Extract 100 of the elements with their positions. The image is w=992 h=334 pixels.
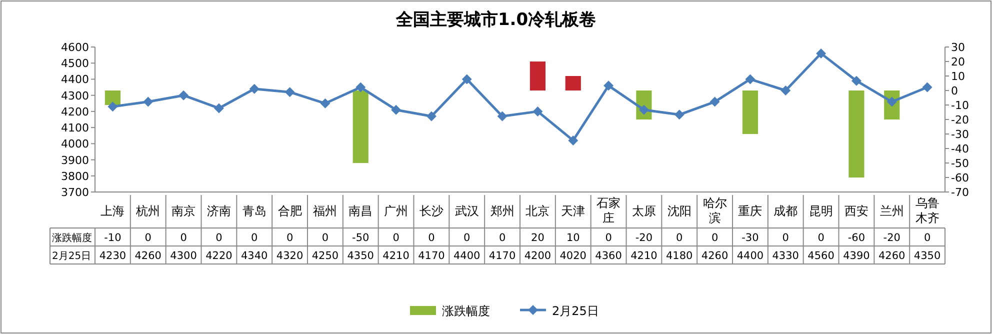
x-tick-label: 西安 — [844, 204, 868, 218]
x-tick-label: 武汉 — [454, 204, 479, 218]
x-tick-label: 福州 — [313, 204, 338, 218]
data-label: 0 — [216, 232, 222, 244]
data-label: 4230 — [99, 250, 126, 262]
point — [816, 48, 826, 58]
x-tick-label: 青岛 — [242, 204, 266, 218]
x-tick-label: 南京 — [172, 204, 196, 218]
data-label: 4350 — [914, 250, 941, 262]
data-label: 0 — [498, 232, 506, 244]
data-label: -20 — [635, 232, 653, 244]
point — [604, 80, 614, 91]
data-label: 20 — [531, 232, 544, 244]
point — [497, 111, 508, 122]
point — [710, 96, 720, 107]
point — [780, 86, 791, 96]
x-tick-label: 长沙 — [419, 204, 444, 218]
y2-tick-label: -20 — [951, 114, 969, 126]
point — [426, 111, 436, 122]
x-tick-label: 兰州 — [880, 204, 904, 218]
point — [214, 103, 224, 114]
y2-tick-label: -50 — [951, 157, 969, 170]
y-tick-label: 4100 — [61, 122, 89, 135]
x-tick-label: 济南 — [206, 204, 231, 218]
bar — [352, 90, 368, 163]
data-label: 0 — [782, 232, 789, 244]
data-label: 4260 — [878, 250, 906, 262]
data-label: 4250 — [312, 250, 339, 262]
point — [922, 82, 932, 92]
y2-tick-label: 0 — [951, 84, 958, 98]
bar — [742, 90, 758, 134]
data-label: -10 — [104, 232, 122, 244]
point — [284, 87, 295, 98]
y2-tick-label: 10 — [951, 70, 965, 83]
x-tick-label: 上海 — [100, 204, 125, 218]
x-tick-label: 合肥 — [278, 204, 302, 218]
data-label: -60 — [848, 232, 866, 244]
point — [320, 98, 330, 108]
x-tick-label: 重庆 — [738, 204, 762, 218]
y-tick-label: 4600 — [61, 41, 89, 54]
x-tick-label: 乌鲁木齐 — [915, 196, 940, 225]
x-tick-label: 昆明 — [809, 204, 834, 218]
point — [249, 84, 260, 94]
data-label: 4260 — [134, 250, 162, 262]
data-label: 4180 — [666, 250, 693, 262]
data-label: 0 — [322, 232, 329, 244]
x-tick-label: 杭州 — [135, 204, 160, 218]
data-label: 4560 — [808, 250, 834, 262]
data-label: 0 — [286, 232, 294, 244]
point — [532, 106, 543, 116]
point — [178, 90, 189, 100]
y-tick-label: 4500 — [61, 57, 89, 70]
x-tick-label: 石家庄 — [596, 196, 621, 225]
y2-tick-label: -30 — [951, 128, 969, 141]
data-label: 0 — [144, 232, 152, 244]
data-label: 0 — [818, 232, 824, 244]
point — [143, 96, 154, 107]
data-label: 4220 — [206, 250, 232, 262]
point — [851, 76, 862, 86]
data-label: 4260 — [701, 250, 728, 262]
data-label: 4350 — [347, 250, 374, 262]
data-label: 4020 — [560, 250, 586, 262]
data-label: 4200 — [524, 250, 552, 262]
x-tick-label: 北京 — [526, 204, 550, 218]
bar — [848, 90, 864, 178]
data-label: 4360 — [595, 250, 622, 262]
data-label: 4390 — [843, 250, 870, 262]
point — [356, 82, 366, 92]
data-label: 4400 — [454, 250, 480, 262]
x-tick-label: 沈阳 — [667, 204, 692, 218]
x-tick-label: 广州 — [384, 204, 408, 218]
x-tick-label: 南昌 — [348, 204, 373, 218]
data-label: 0 — [464, 232, 470, 244]
y-tick-label: 3900 — [61, 154, 89, 167]
data-label: 4330 — [772, 250, 799, 262]
data-label: 4340 — [241, 250, 268, 262]
legend-label: 2月25日 — [552, 304, 599, 318]
data-label: -50 — [352, 232, 370, 244]
data-label: 0 — [924, 232, 931, 244]
data-label: 0 — [428, 232, 435, 244]
y2-tick-label: -10 — [951, 99, 969, 112]
data-label: 0 — [676, 232, 683, 244]
data-label: 4400 — [736, 250, 764, 262]
y-tick-label: 4300 — [61, 89, 89, 102]
data-label: 0 — [251, 232, 258, 244]
data-label: 10 — [566, 232, 580, 244]
data-label: 4170 — [418, 250, 445, 262]
data-label: 4210 — [630, 250, 658, 262]
data-label: 0 — [180, 232, 187, 244]
y-tick-label: 4000 — [61, 138, 89, 151]
y-tick-label: 4200 — [61, 105, 89, 118]
chart-title: 全国主要城市1.0冷轧板卷 — [394, 10, 596, 30]
data-label: 0 — [605, 232, 612, 244]
data-label: 4170 — [488, 250, 516, 262]
y2-tick-label: 30 — [951, 41, 965, 54]
data-label: -30 — [742, 232, 759, 244]
data-label: 0 — [711, 232, 718, 244]
y2-tick-label: -40 — [951, 142, 969, 156]
legend-label: 涨跌幅度 — [442, 304, 490, 318]
point — [391, 104, 402, 115]
